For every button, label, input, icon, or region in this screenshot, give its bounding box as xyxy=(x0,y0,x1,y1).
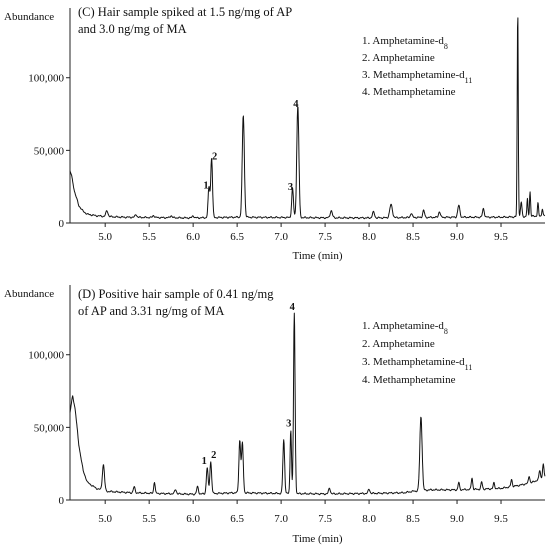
peak-label: 4 xyxy=(290,302,296,313)
peak-label: 4 xyxy=(293,99,299,110)
x-tick-label: 8.0 xyxy=(362,513,376,525)
x-tick-label: 6.5 xyxy=(230,513,244,525)
x-tick-label: 9.0 xyxy=(450,231,464,243)
chart-panel-c: 0 50,000 100,000 5.0 5.5 6.0 6.5 7.0 7.5 8.0 8.5 9.… xyxy=(4,5,546,262)
y-tick-label: 0 xyxy=(59,218,65,230)
legend-subscript: 11 xyxy=(465,363,473,372)
x-tick-label: 8.5 xyxy=(406,513,420,525)
legend-subscript: 8 xyxy=(444,42,448,51)
x-axis-label: Time (min) xyxy=(292,533,342,545)
peak-label: 3 xyxy=(286,418,291,429)
y-axis-label: Abundance xyxy=(4,11,54,23)
x-tick-label: 5.0 xyxy=(98,231,112,243)
legend-entry: 2. Amphetamine xyxy=(362,52,435,64)
x-tick-label: 6.0 xyxy=(186,231,200,243)
legend-subscript: 11 xyxy=(465,76,473,85)
peak-label: 2 xyxy=(212,151,217,162)
panel-title-line: and 3.0 ng/mg of MA xyxy=(78,22,187,36)
x-tick-label: 6.0 xyxy=(186,513,200,525)
x-tick-label: 8.0 xyxy=(362,231,376,243)
x-tick-label: 7.5 xyxy=(318,513,332,525)
x-tick-label: 5.5 xyxy=(142,513,156,525)
x-tick-label: 8.5 xyxy=(406,231,420,243)
peak-label: 2 xyxy=(211,450,216,461)
x-tick-label: 7.5 xyxy=(318,231,332,243)
peak-label: 1 xyxy=(203,180,208,191)
chromatogram-trace xyxy=(69,17,546,220)
legend-entry: 2. Amphetamine xyxy=(362,338,435,350)
y-tick-label: 50,000 xyxy=(34,422,65,434)
x-tick-label: 6.5 xyxy=(230,231,244,243)
legend-entry: 3. Methamphetamine-d11 xyxy=(362,69,472,85)
panel-title-line: (C) Hair sample spiked at 1.5 ng/mg of A… xyxy=(78,5,292,19)
x-tick-label: 9.5 xyxy=(494,513,508,525)
legend-entry: 1. Amphetamine-d8 xyxy=(362,320,448,336)
panel-title-line: of AP and 3.31 ng/mg of MA xyxy=(78,304,224,318)
legend-entry: 4. Methamphetamine xyxy=(362,86,456,98)
y-tick-label: 100,000 xyxy=(28,350,64,362)
y-tick-label: 100,000 xyxy=(28,73,64,85)
peak-label: 1 xyxy=(202,456,207,467)
chromatogram-trace xyxy=(69,312,546,496)
y-tick-label: 0 xyxy=(59,495,65,507)
x-tick-label: 5.0 xyxy=(98,513,112,525)
x-tick-label: 7.0 xyxy=(274,513,288,525)
y-tick-label: 50,000 xyxy=(34,145,65,157)
y-axis-label: Abundance xyxy=(4,288,54,300)
x-tick-label: 5.5 xyxy=(142,231,156,243)
x-tick-label: 9.5 xyxy=(494,231,508,243)
legend-subscript: 8 xyxy=(444,327,448,336)
panel-title-line: (D) Positive hair sample of 0.41 ng/mg xyxy=(78,287,274,301)
legend-entry: 1. Amphetamine-d8 xyxy=(362,35,448,51)
x-axis-label: Time (min) xyxy=(292,250,342,262)
legend-entry: 3. Methamphetamine-d11 xyxy=(362,356,472,372)
legend-entry: 4. Methamphetamine xyxy=(362,374,456,386)
x-tick-label: 7.0 xyxy=(274,231,288,243)
x-tick-label: 9.0 xyxy=(450,513,464,525)
peak-label: 3 xyxy=(288,182,293,193)
chart-panel-d: 0 50,000 100,000 5.0 5.5 6.0 6.5 7.0 7.5 8.0 8.5 9.… xyxy=(4,285,546,545)
